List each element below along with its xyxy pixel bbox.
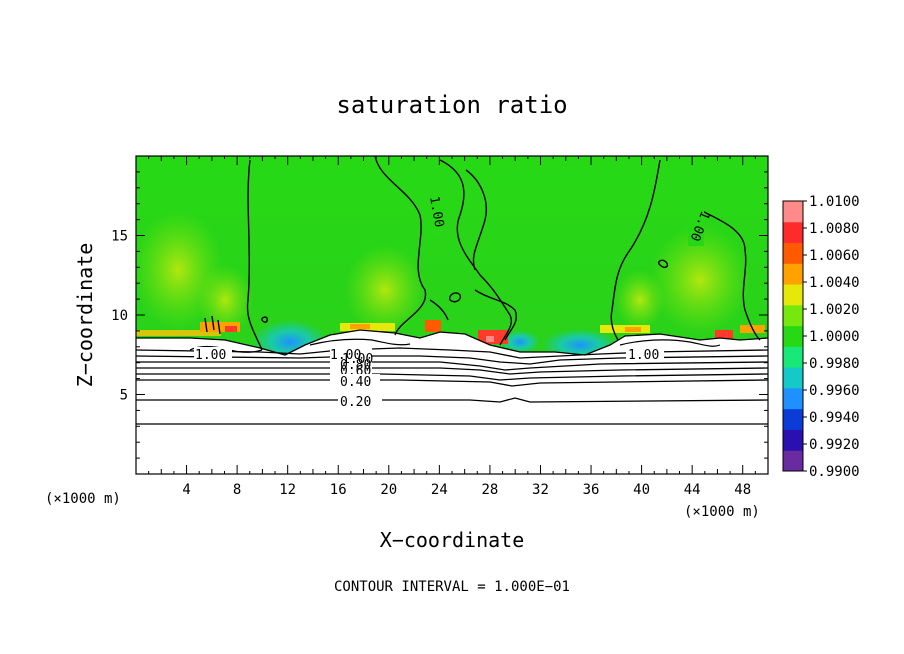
colorbar-label: 0.9980	[809, 356, 860, 372]
x-tick-label: 44	[684, 482, 701, 498]
y-tick-label: 5	[120, 388, 128, 404]
dry-pocket-3	[500, 330, 540, 354]
y-axis-title: Z−coordinate	[73, 243, 97, 388]
colorbar-segment	[783, 450, 803, 472]
contour-label: 1.00	[628, 348, 659, 363]
x-tick-label: 12	[279, 482, 296, 498]
chart-title: saturation ratio	[336, 91, 567, 119]
colorbar-label: 0.9900	[809, 464, 860, 480]
contour-label: 1.00	[342, 352, 373, 367]
x-tick-label: 16	[330, 482, 347, 498]
subsaturated-region	[136, 330, 768, 474]
x-tick-label: 28	[481, 482, 498, 498]
x-axis: 4 8 12 16 20 24 28 32 36 40 44 48	[148, 156, 756, 498]
contour-interval-note: CONTOUR INTERVAL = 1.000E−01	[334, 579, 570, 595]
y-axis: 5 10 15	[111, 171, 768, 459]
colorbar-label: 0.9940	[809, 410, 860, 426]
plume-right	[650, 225, 750, 335]
contour-label: 1.00	[195, 348, 226, 363]
x-unit-label-right: (×1000 m)	[684, 504, 760, 520]
colorbar-segment	[783, 304, 803, 327]
colorbar-label: 1.0100	[809, 194, 860, 210]
colorbar	[782, 200, 804, 472]
contour-label: 0.80	[340, 358, 371, 373]
y-tick-label: 10	[111, 308, 128, 324]
x-tick-label: 32	[532, 482, 549, 498]
contour-label: 0.20	[340, 395, 371, 410]
contour-label: 0.40	[340, 375, 371, 390]
x-unit-label-left: (×1000 m)	[45, 491, 121, 507]
contour-label: 1.00	[330, 348, 361, 363]
x-axis-title: X−coordinate	[380, 528, 525, 552]
x-tick-label: 36	[583, 482, 600, 498]
colorbar-segment	[783, 429, 803, 451]
colorbar-segment	[783, 221, 803, 244]
colorbar-label: 1.0000	[809, 329, 860, 345]
plume-left-2	[197, 265, 253, 335]
colorbar-segment	[783, 201, 803, 223]
colorbar-segment	[783, 346, 803, 368]
colorbar-segment	[783, 242, 803, 264]
x-tick-label: 4	[182, 482, 190, 498]
contour-label: 1.00	[426, 195, 446, 228]
colorbar-segment	[783, 325, 803, 347]
x-tick-label: 24	[431, 482, 448, 498]
plume-mid	[345, 245, 425, 335]
colorbar-label: 0.9960	[809, 383, 860, 399]
x-tick-label: 40	[633, 482, 650, 498]
colorbar-segment	[783, 387, 803, 410]
x-tick-label: 20	[380, 482, 397, 498]
colorbar-segment	[783, 284, 803, 306]
colorbar-segment	[783, 408, 803, 430]
contours-upper	[204, 156, 761, 351]
colorbar-label: 1.0080	[809, 221, 860, 237]
colorbar-label: 1.0060	[809, 248, 860, 264]
colorbar-labels: 1.0100 1.0080 1.0060 1.0040 1.0020 1.0000 0.99…	[803, 194, 860, 480]
colorbar-label: 1.0040	[809, 275, 860, 291]
plume-right-2	[615, 270, 665, 330]
colorbar-segment	[783, 263, 803, 285]
colorbar-segment	[783, 367, 803, 389]
colorbar-label: 0.9920	[809, 437, 860, 453]
x-tick-label: 48	[734, 482, 751, 498]
y-tick-label: 15	[111, 229, 128, 245]
plot-area	[136, 156, 768, 474]
x-tick-label: 8	[233, 482, 241, 498]
colorbar-label: 1.0020	[809, 302, 860, 318]
contour-labels: 1.00 1.00 1.00 1.00 1.00 1.00 0.80 0.60 …	[194, 195, 712, 410]
